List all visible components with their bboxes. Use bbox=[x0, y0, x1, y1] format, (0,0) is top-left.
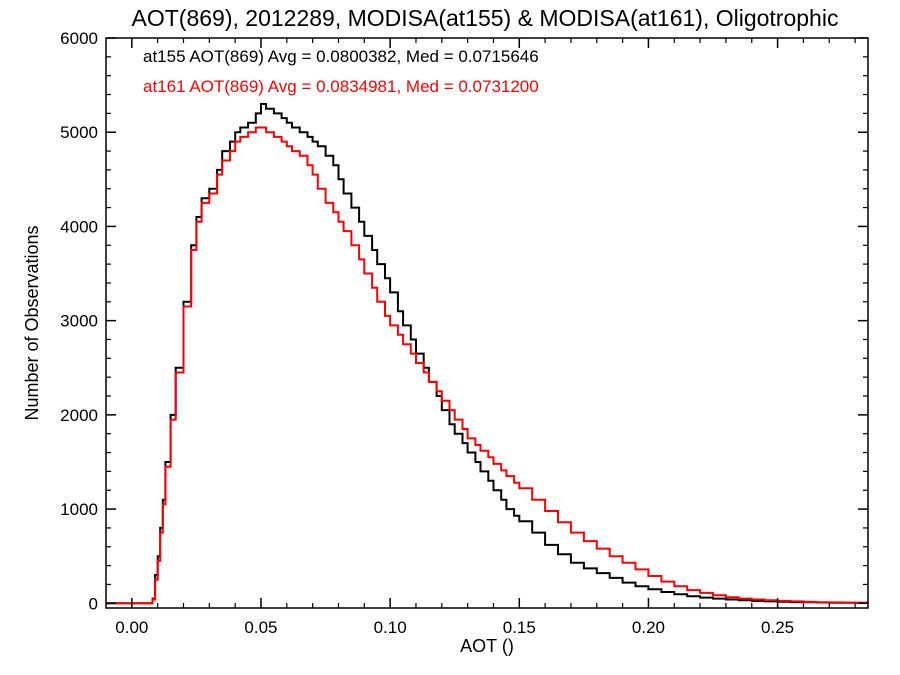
x-tick-label: 0.15 bbox=[503, 618, 536, 637]
annotation-at161: at161 AOT(869) Avg = 0.0834981, Med = 0.… bbox=[143, 77, 539, 96]
plot-area bbox=[106, 103, 869, 605]
chart-title: AOT(869), 2012289, MODISA(at155) & MODIS… bbox=[132, 5, 839, 31]
x-tick-label: 0.10 bbox=[374, 618, 407, 637]
x-tick-label: 0.20 bbox=[632, 618, 665, 637]
y-tick-label: 5000 bbox=[60, 123, 98, 142]
y-axis-label: Number of Observations bbox=[22, 225, 42, 420]
x-axis-ticks: 0.00 0.05 0.10 0.15 0.20 0.25 bbox=[115, 38, 856, 637]
y-tick-label: 1000 bbox=[60, 500, 98, 519]
x-tick-label: 0.00 bbox=[115, 618, 148, 637]
y-tick-label: 2000 bbox=[60, 406, 98, 425]
y-axis-ticks: 0 1000 2000 3000 4000 5000 6000 bbox=[60, 29, 868, 613]
y-tick-label: 6000 bbox=[60, 29, 98, 48]
annotation-at155: at155 AOT(869) Avg = 0.0800382, Med = 0.… bbox=[143, 47, 539, 66]
series-line-0 bbox=[106, 103, 869, 605]
y-tick-label: 0 bbox=[89, 594, 98, 613]
y-tick-label: 4000 bbox=[60, 217, 98, 236]
plot-frame bbox=[105, 37, 869, 609]
y-tick-label: 3000 bbox=[60, 312, 98, 331]
series-line-1 bbox=[106, 126, 869, 605]
x-axis-label: AOT () bbox=[460, 636, 514, 656]
x-tick-label: 0.05 bbox=[244, 618, 277, 637]
x-tick-label: 0.25 bbox=[761, 618, 794, 637]
